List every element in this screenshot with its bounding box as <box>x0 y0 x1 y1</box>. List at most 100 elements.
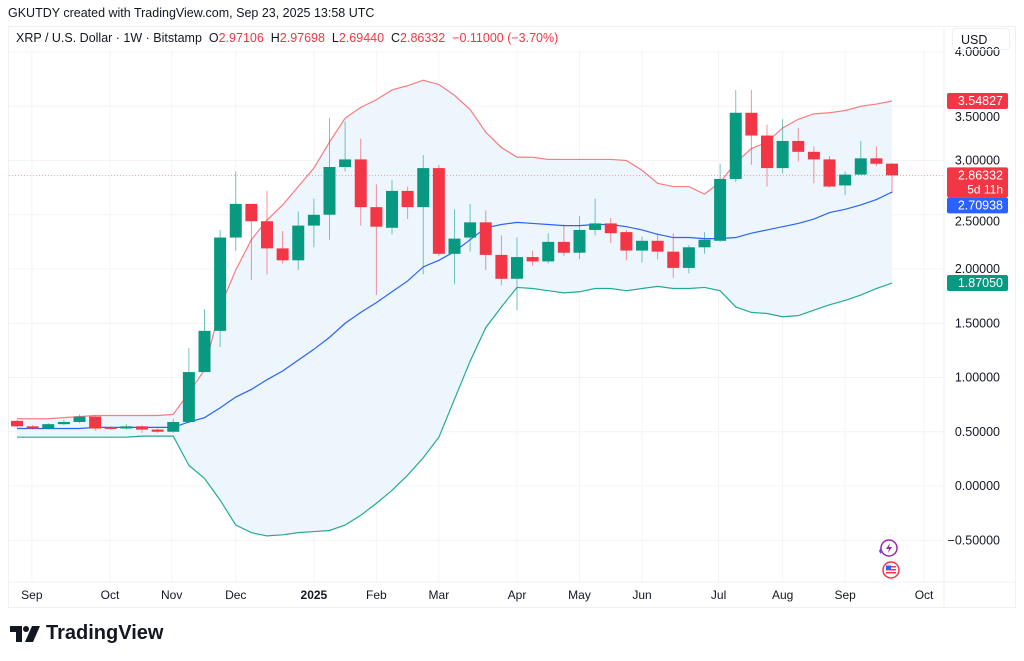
candle-body <box>714 178 727 241</box>
y-tick-label: 3.00000 <box>955 154 1000 168</box>
candle-body <box>542 241 555 262</box>
candle <box>839 171 852 196</box>
candle <box>182 348 195 424</box>
x-tick-label: Nov <box>161 588 182 602</box>
tradingview-logo[interactable]: TradingView <box>10 622 163 645</box>
upper-band-line <box>17 79 893 420</box>
candle <box>26 425 39 430</box>
high-value: 2.97698 <box>279 31 325 45</box>
candle <box>104 426 117 430</box>
candle <box>557 224 570 256</box>
candle <box>261 190 273 275</box>
candle-body <box>276 248 289 261</box>
currency-button[interactable]: USD <box>952 28 1010 50</box>
candle-body <box>886 163 898 176</box>
candle-body <box>870 158 883 164</box>
x-tick-label: May <box>568 588 591 602</box>
lightning-event-icon[interactable] <box>879 539 898 557</box>
candle <box>807 146 820 184</box>
candle <box>198 309 211 373</box>
candles <box>11 89 898 433</box>
candle <box>432 164 445 256</box>
candle <box>307 198 320 248</box>
candle-body <box>526 257 539 262</box>
candle <box>526 250 539 266</box>
candle <box>370 184 383 296</box>
us-flag-icon[interactable] <box>882 561 900 579</box>
candle-body <box>432 168 445 254</box>
tradingview-logo-icon <box>10 625 40 642</box>
candle <box>714 163 727 242</box>
candle <box>339 121 352 172</box>
candle <box>792 127 805 162</box>
candle <box>589 198 602 236</box>
candle-body <box>604 223 617 234</box>
x-tick-label: Feb <box>366 588 387 602</box>
bollinger-bands <box>9 79 944 537</box>
candle <box>214 229 227 348</box>
candle-body <box>354 159 367 208</box>
candle <box>620 229 633 261</box>
candle-body <box>104 427 117 429</box>
candle-body <box>682 247 695 268</box>
candle-body <box>854 158 867 175</box>
y-tick-label: 4.00000 <box>955 45 1000 59</box>
y-tick-label: 1.00000 <box>955 371 1000 385</box>
candle-body <box>136 426 148 430</box>
last-price-label-bg <box>947 167 1008 198</box>
basis-label-bg <box>947 197 1008 214</box>
candle-body <box>776 140 789 169</box>
candle-body <box>761 135 773 169</box>
candle <box>292 211 305 271</box>
low-value: 2.69440 <box>338 31 385 45</box>
candle <box>276 231 289 264</box>
candle-body <box>182 372 195 422</box>
candle-body <box>245 203 258 222</box>
y-tick-label: 3.50000 <box>955 110 1000 124</box>
symbol-legend: XRP / U.S. Dollar · 1W · Bitstamp O2.971… <box>16 31 558 45</box>
candle <box>823 156 836 188</box>
candle-body <box>151 429 164 432</box>
candle-body <box>401 190 414 208</box>
high-label: H <box>270 31 280 45</box>
upper-band-price-label: 3.54827 <box>958 94 1003 108</box>
candle-body <box>214 237 227 331</box>
candle-body <box>807 151 820 160</box>
candle-body <box>667 251 680 268</box>
candle <box>167 418 180 433</box>
x-tick-label: Sep <box>834 588 856 602</box>
candle <box>745 89 758 165</box>
low-label: L <box>331 31 339 45</box>
candle-body <box>620 232 633 251</box>
x-tick-label: Jul <box>711 588 726 602</box>
candle-body <box>511 257 523 279</box>
candle <box>729 89 742 183</box>
lower-band-label-bg <box>947 275 1008 292</box>
x-tick-label: Sep <box>21 588 43 602</box>
candle-body <box>479 222 492 255</box>
close-label: C <box>391 31 401 45</box>
candle <box>229 171 242 251</box>
candle-body <box>57 421 70 425</box>
candle <box>401 186 414 220</box>
candle-body <box>167 421 180 432</box>
candle-body <box>448 238 461 254</box>
candle <box>386 180 398 235</box>
price-axis: 4.00000 3.50000 3.00000 2.50000 2.00000 1.500… <box>948 45 1001 547</box>
change-value: −0.11000 (−3.70%) <box>452 31 559 45</box>
candle <box>651 233 664 260</box>
candle-body <box>636 240 648 251</box>
candle <box>479 210 492 271</box>
candle <box>136 425 148 433</box>
y-tick-label: 2.00000 <box>955 262 1000 276</box>
last-price-price-label: 2.86332 <box>958 168 1003 182</box>
candle-body <box>651 240 664 252</box>
open-label: O <box>208 31 219 45</box>
chart-attribution: GKUTDY created with TradingView.com, Sep… <box>8 6 375 20</box>
open-value: 2.97106 <box>218 31 264 45</box>
candle <box>57 419 70 426</box>
candle-body <box>495 254 508 279</box>
symbol-title[interactable]: XRP / U.S. Dollar · 1W · Bitstamp <box>16 31 202 45</box>
